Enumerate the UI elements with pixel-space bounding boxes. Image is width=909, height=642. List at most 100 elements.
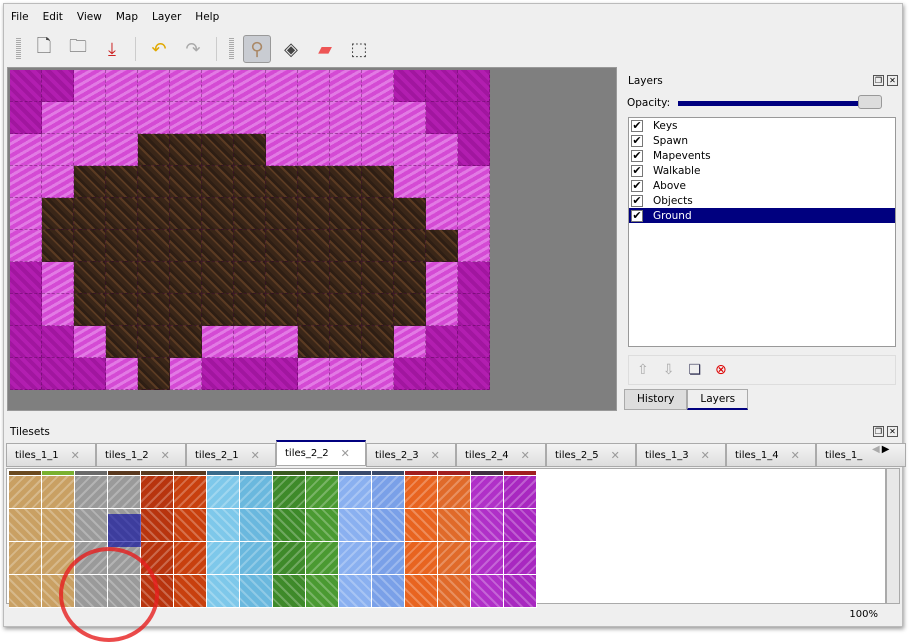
map-tile[interactable]: [394, 358, 426, 390]
map-tile[interactable]: [298, 166, 330, 198]
map-tile[interactable]: [42, 358, 74, 390]
eraser-button[interactable]: ▰: [311, 35, 339, 63]
tile-top[interactable]: [75, 471, 108, 476]
map-tile[interactable]: [138, 198, 170, 230]
map-tile[interactable]: [202, 166, 234, 198]
map-tile[interactable]: [106, 70, 138, 102]
bucket-fill-button[interactable]: ◈: [277, 35, 305, 63]
tileset-tile[interactable]: [504, 476, 537, 509]
tileset-tile[interactable]: [9, 509, 42, 542]
tileset-tile[interactable]: [273, 542, 306, 575]
tab-history[interactable]: History: [624, 389, 688, 410]
menu-file[interactable]: File: [11, 11, 29, 23]
toolbar-grip[interactable]: [16, 38, 21, 60]
map-tile[interactable]: [330, 102, 362, 134]
map-tile[interactable]: [426, 166, 458, 198]
toolbar-grip[interactable]: [229, 38, 234, 60]
map-tile[interactable]: [458, 134, 490, 166]
map-tile[interactable]: [10, 230, 42, 262]
tileset-tile[interactable]: [372, 509, 405, 542]
tile-top[interactable]: [372, 471, 405, 476]
tileset-tab[interactable]: tiles_2_5 ✕: [546, 443, 636, 467]
layer-row[interactable]: ✔ Walkable: [629, 163, 895, 178]
close-tab-icon[interactable]: ✕: [340, 447, 350, 460]
map-tile[interactable]: [170, 230, 202, 262]
visibility-checkbox[interactable]: ✔: [631, 118, 643, 132]
menu-help[interactable]: Help: [195, 11, 220, 23]
tile-top[interactable]: [438, 471, 471, 476]
map-tile[interactable]: [10, 262, 42, 294]
tileset-tile[interactable]: [438, 575, 471, 608]
tile-top[interactable]: [405, 471, 438, 476]
layer-row[interactable]: ✔ Above: [629, 178, 895, 193]
map-tile[interactable]: [426, 198, 458, 230]
map-tile[interactable]: [106, 230, 138, 262]
map-canvas[interactable]: [7, 67, 617, 411]
map-tile[interactable]: [10, 326, 42, 358]
map-tile[interactable]: [330, 198, 362, 230]
map-tile[interactable]: [202, 294, 234, 326]
map-tile[interactable]: [426, 102, 458, 134]
stamp-brush-button[interactable]: ⚲: [243, 35, 271, 63]
tileset-tile[interactable]: [207, 575, 240, 608]
map-tile[interactable]: [74, 326, 106, 358]
tileset-tile[interactable]: [471, 509, 504, 542]
map-tile[interactable]: [74, 134, 106, 166]
map-tile[interactable]: [394, 326, 426, 358]
map-tile[interactable]: [10, 166, 42, 198]
map-tile[interactable]: [362, 102, 394, 134]
duplicate-layer-icon[interactable]: ❏: [688, 362, 702, 378]
map-tile[interactable]: [170, 134, 202, 166]
map-tile[interactable]: [234, 134, 266, 166]
map-tile[interactable]: [202, 230, 234, 262]
close-tab-icon[interactable]: ✕: [250, 448, 260, 462]
tileset-tab[interactable]: tiles_1_: [816, 443, 906, 467]
map-tile[interactable]: [458, 198, 490, 230]
map-tile[interactable]: [394, 230, 426, 262]
tileset-tile[interactable]: [306, 509, 339, 542]
map-tile[interactable]: [298, 70, 330, 102]
map-tile[interactable]: [234, 102, 266, 134]
map-tile[interactable]: [106, 358, 138, 390]
tileset-tile[interactable]: [174, 542, 207, 575]
map-tile[interactable]: [106, 294, 138, 326]
tileset-view[interactable]: [6, 468, 886, 642]
tile-top[interactable]: [339, 471, 372, 476]
map-tile[interactable]: [394, 102, 426, 134]
tileset-tile[interactable]: [339, 575, 372, 608]
map-tile[interactable]: [458, 326, 490, 358]
save-button[interactable]: ⤓: [98, 35, 126, 63]
visibility-checkbox[interactable]: ✔: [631, 163, 643, 177]
close-tab-icon[interactable]: ✕: [160, 448, 170, 462]
tileset-tab[interactable]: tiles_1_1 ✕: [6, 443, 96, 467]
tileset-tile[interactable]: [240, 542, 273, 575]
map-tile[interactable]: [10, 70, 42, 102]
close-tab-icon[interactable]: ✕: [700, 448, 710, 462]
map-tile[interactable]: [394, 166, 426, 198]
new-button[interactable]: 🗋: [30, 35, 58, 63]
map-tile[interactable]: [138, 134, 170, 166]
map-tile[interactable]: [234, 70, 266, 102]
map-tile[interactable]: [330, 166, 362, 198]
tileset-tile[interactable]: [75, 509, 108, 542]
tileset-tile[interactable]: [42, 509, 75, 542]
move-layer-down-icon[interactable]: ⇩: [662, 362, 675, 378]
map-tile[interactable]: [362, 230, 394, 262]
visibility-checkbox[interactable]: ✔: [631, 148, 643, 162]
map-tile[interactable]: [138, 230, 170, 262]
tileset-tile[interactable]: [108, 476, 141, 509]
map-tile[interactable]: [138, 294, 170, 326]
tileset-tile[interactable]: [9, 575, 42, 608]
map-tile[interactable]: [426, 262, 458, 294]
close-tab-icon[interactable]: ✕: [610, 448, 620, 462]
tileset-tile[interactable]: [174, 476, 207, 509]
map-tile[interactable]: [106, 326, 138, 358]
map-tile[interactable]: [170, 294, 202, 326]
map-tile[interactable]: [170, 358, 202, 390]
map-tile[interactable]: [298, 358, 330, 390]
map-tile[interactable]: [202, 198, 234, 230]
map-tile[interactable]: [138, 326, 170, 358]
map-tile[interactable]: [234, 198, 266, 230]
tileset-tile[interactable]: [240, 509, 273, 542]
map-tile[interactable]: [458, 230, 490, 262]
